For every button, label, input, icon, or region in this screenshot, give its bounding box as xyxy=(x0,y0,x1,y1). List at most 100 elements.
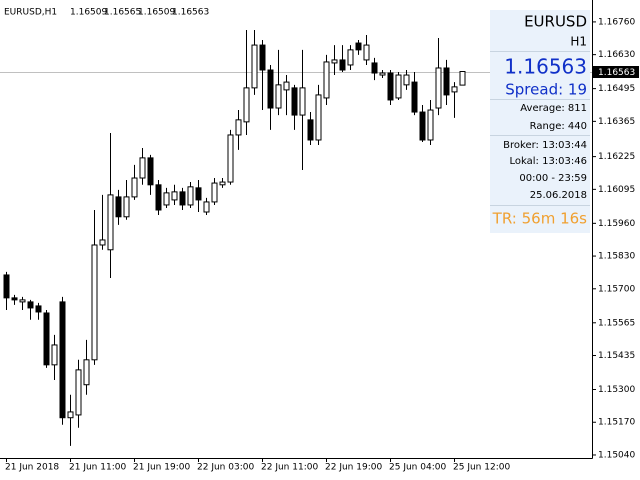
candle-body xyxy=(227,134,234,183)
y-tick-label: 1.16095 xyxy=(598,185,635,195)
candle-body xyxy=(155,184,162,211)
candle-body xyxy=(435,67,442,109)
candle-body xyxy=(235,119,242,136)
candle-body xyxy=(59,301,66,419)
panel-price: 1.16563 xyxy=(504,55,587,79)
candle-body xyxy=(307,119,314,141)
candle-body xyxy=(411,81,418,113)
candle-body xyxy=(147,157,154,186)
candle-body xyxy=(267,69,274,109)
y-tick-label: 1.16630 xyxy=(598,50,635,60)
candle-body xyxy=(75,369,82,416)
candle-body xyxy=(131,177,138,198)
candle-body xyxy=(171,191,178,201)
candle-body xyxy=(179,191,186,206)
info-panel: EURUSD H1 1.16563 Spread: 19 Average: 81… xyxy=(490,10,590,233)
candle-body xyxy=(387,72,394,101)
candle-body xyxy=(211,182,218,203)
candle-body xyxy=(187,186,194,206)
price-tag: 1.16563 xyxy=(592,66,639,78)
y-tick-label: 1.15435 xyxy=(598,351,635,361)
candle-body xyxy=(403,74,410,86)
panel-timer: TR: 56m 16s xyxy=(492,210,587,228)
candle-body xyxy=(355,42,362,51)
candle-body xyxy=(331,59,338,64)
price-tag-box xyxy=(592,66,639,78)
candle-body xyxy=(283,81,290,91)
candle-body xyxy=(443,67,450,96)
candle-body xyxy=(35,305,42,313)
candle-body xyxy=(363,44,370,61)
candle-body xyxy=(163,192,170,206)
x-tick-label: 25 Jun 04:00 xyxy=(389,463,446,473)
candle-body xyxy=(371,62,378,74)
candle-body xyxy=(99,239,106,246)
header: EURUSD,H1 1.16509 1.16565 1.16509 1.1656… xyxy=(4,8,209,18)
price-tag-label: 1.16563 xyxy=(598,68,635,78)
y-tick-label: 1.15300 xyxy=(598,385,635,395)
x-tick-label: 22 Jun 11:00 xyxy=(261,463,318,473)
x-tick-label: 21 Jun 19:00 xyxy=(133,463,190,473)
y-tick-label: 1.15960 xyxy=(598,219,635,229)
panel-range: Range: 440 xyxy=(530,121,587,132)
candle-body xyxy=(123,196,130,218)
candle-body xyxy=(43,312,50,366)
header-close: 1.16563 xyxy=(172,8,209,18)
x-tick-label: 22 Jun 19:00 xyxy=(325,463,382,473)
y-tick-label: 1.16225 xyxy=(598,152,635,162)
header-high: 1.16565 xyxy=(104,8,141,18)
candle-body xyxy=(299,87,306,116)
x-tick-label: 21 Jun 11:00 xyxy=(69,463,126,473)
x-tick-label: 22 Jun 03:00 xyxy=(197,463,254,473)
y-tick-label: 1.16760 xyxy=(598,17,635,27)
panel-local-time: Lokal: 13:03:46 xyxy=(510,156,588,167)
candle-body xyxy=(275,84,282,109)
candle-body xyxy=(291,87,298,116)
y-tick-label: 1.15700 xyxy=(598,284,635,294)
candle-body xyxy=(3,274,10,299)
candle-body xyxy=(259,44,266,71)
y-tick-label: 1.15040 xyxy=(598,450,635,460)
candle-body xyxy=(107,194,114,251)
candle-body xyxy=(459,71,466,86)
candle-body xyxy=(219,181,226,186)
candle-body xyxy=(11,297,18,301)
candle-body xyxy=(347,49,354,66)
panel-broker-time: Broker: 13:03:44 xyxy=(503,140,587,151)
candle-body xyxy=(251,44,258,89)
candle-body xyxy=(379,72,386,76)
candle-body xyxy=(315,94,322,141)
x-tick-label: 21 Jun 2018 xyxy=(5,463,59,473)
panel-average: Average: 811 xyxy=(520,103,587,114)
candle-body xyxy=(195,187,202,201)
symbol-title: EURUSD,H1 xyxy=(4,8,57,18)
candle-body xyxy=(395,74,402,99)
candle-body xyxy=(451,86,458,93)
candle-body xyxy=(419,111,426,141)
panel-spread: Spread: 19 xyxy=(505,81,587,99)
header-low: 1.16509 xyxy=(138,8,175,18)
candle-body xyxy=(339,59,346,71)
panel-timeframe: H1 xyxy=(570,35,587,49)
candle-body xyxy=(27,301,34,309)
candle-body xyxy=(243,87,250,123)
y-tick-label: 1.16495 xyxy=(598,84,635,94)
panel-date: 25.06.2018 xyxy=(530,190,587,201)
candle-body xyxy=(83,359,90,386)
candle-body xyxy=(51,344,58,366)
candle-body xyxy=(91,244,98,361)
candle-body xyxy=(115,196,122,218)
y-tick-label: 1.16365 xyxy=(598,117,635,127)
candle-body xyxy=(427,109,434,141)
plot-area xyxy=(0,29,592,446)
candle-body xyxy=(67,411,74,419)
header-open: 1.16509 xyxy=(70,8,107,18)
candle-body xyxy=(19,299,26,303)
panel-background xyxy=(490,10,590,233)
y-tick-label: 1.15170 xyxy=(598,418,635,428)
x-tick-label: 25 Jun 12:00 xyxy=(453,463,510,473)
candle-body xyxy=(323,61,330,99)
y-tick-label: 1.15830 xyxy=(598,252,635,262)
